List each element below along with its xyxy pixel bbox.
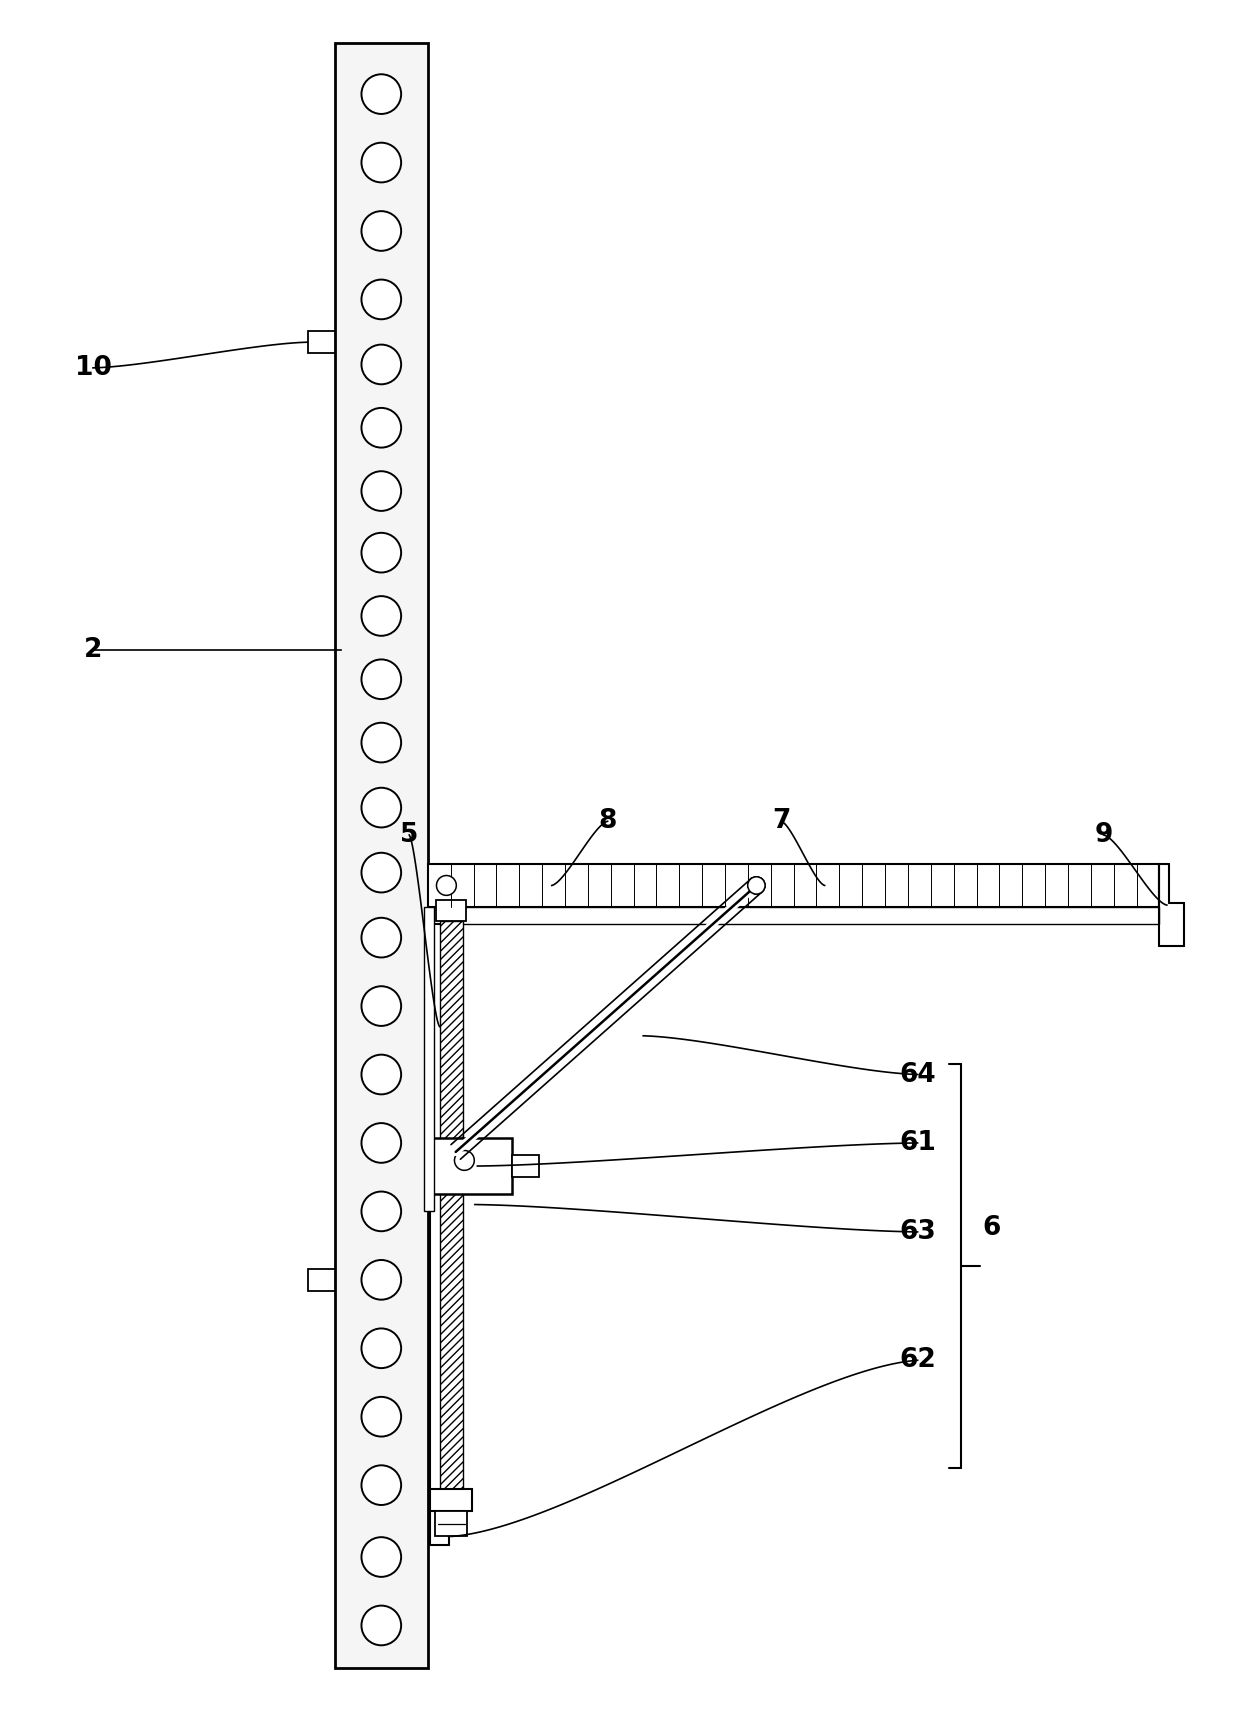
Ellipse shape bbox=[362, 1259, 402, 1300]
Ellipse shape bbox=[362, 471, 402, 512]
Text: 7: 7 bbox=[773, 808, 790, 835]
Text: 64: 64 bbox=[899, 1061, 936, 1088]
Ellipse shape bbox=[362, 1396, 402, 1437]
Ellipse shape bbox=[362, 74, 402, 115]
Ellipse shape bbox=[362, 1465, 402, 1506]
Ellipse shape bbox=[362, 210, 402, 252]
Ellipse shape bbox=[455, 1150, 475, 1170]
Ellipse shape bbox=[362, 532, 402, 573]
Bar bbox=[308, 1270, 335, 1290]
Bar bbox=[428, 864, 1159, 907]
Ellipse shape bbox=[362, 1605, 402, 1646]
Ellipse shape bbox=[362, 344, 402, 385]
Ellipse shape bbox=[362, 787, 402, 828]
Bar bbox=[425, 1138, 512, 1194]
Bar bbox=[308, 332, 335, 354]
Bar bbox=[512, 1155, 539, 1177]
Bar bbox=[335, 43, 428, 1668]
Text: 63: 63 bbox=[899, 1218, 936, 1246]
Bar bbox=[430, 924, 449, 1545]
Text: 10: 10 bbox=[74, 354, 112, 382]
Text: 2: 2 bbox=[84, 636, 102, 664]
Ellipse shape bbox=[748, 876, 765, 895]
Text: 62: 62 bbox=[899, 1347, 936, 1374]
Text: 9: 9 bbox=[1095, 821, 1112, 849]
Text: 5: 5 bbox=[401, 821, 418, 849]
Ellipse shape bbox=[362, 917, 402, 958]
Ellipse shape bbox=[362, 1122, 402, 1163]
Ellipse shape bbox=[362, 407, 402, 448]
Text: 8: 8 bbox=[599, 808, 616, 835]
Text: 61: 61 bbox=[899, 1129, 936, 1157]
Ellipse shape bbox=[362, 659, 402, 700]
Bar bbox=[424, 907, 434, 1211]
Ellipse shape bbox=[436, 876, 456, 895]
Ellipse shape bbox=[362, 279, 402, 320]
Ellipse shape bbox=[362, 722, 402, 763]
Ellipse shape bbox=[362, 1328, 402, 1369]
Ellipse shape bbox=[748, 876, 765, 895]
Ellipse shape bbox=[362, 142, 402, 183]
Ellipse shape bbox=[362, 1191, 402, 1232]
Ellipse shape bbox=[362, 852, 402, 893]
Bar bbox=[435, 1511, 467, 1536]
Ellipse shape bbox=[362, 986, 402, 1027]
Ellipse shape bbox=[362, 595, 402, 636]
Bar bbox=[436, 900, 466, 921]
Bar bbox=[440, 921, 463, 1489]
Bar bbox=[428, 907, 1159, 924]
Ellipse shape bbox=[362, 1054, 402, 1095]
Bar bbox=[430, 1489, 472, 1511]
Ellipse shape bbox=[362, 1536, 402, 1578]
Text: 6: 6 bbox=[983, 1215, 1001, 1242]
